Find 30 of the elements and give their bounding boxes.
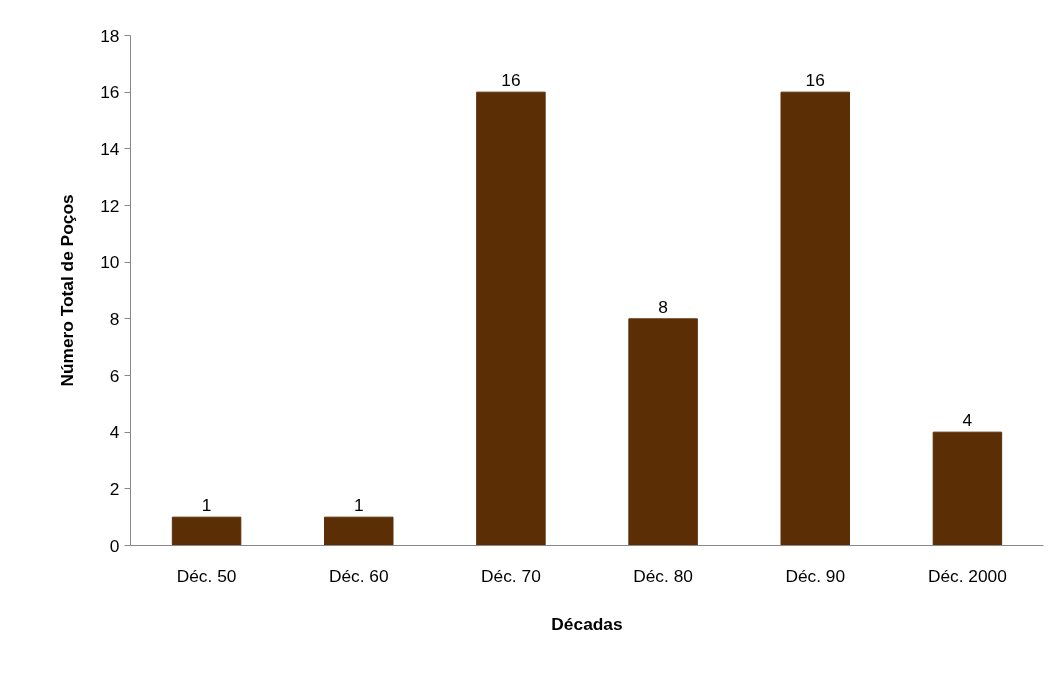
x-tick-label: Déc. 2000 [927, 565, 1007, 586]
bar [780, 91, 850, 546]
data-label: 16 [501, 70, 521, 91]
bar [932, 431, 1003, 546]
y-tick-label: 6 [109, 365, 120, 386]
y-tick-label: 12 [100, 195, 120, 216]
x-tick-label: Déc. 50 [176, 565, 237, 586]
y-tick-label: 2 [109, 478, 120, 499]
y-tick-label: 0 [109, 535, 120, 556]
x-tick-label: Déc. 60 [328, 565, 389, 586]
data-label: 1 [201, 495, 212, 516]
x-tick-label: Déc. 90 [785, 565, 846, 586]
y-tick-label: 16 [100, 82, 120, 103]
data-label: 4 [962, 410, 973, 431]
x-tick-label: Déc. 70 [481, 565, 541, 586]
y-tick-label: 10 [100, 252, 120, 273]
x-tick-label: Déc. 80 [633, 565, 693, 586]
data-label: 16 [805, 70, 825, 91]
y-tick-label: 18 [100, 25, 120, 46]
y-tick-label: 4 [109, 422, 120, 443]
data-label: 8 [658, 296, 668, 317]
bar [324, 516, 394, 546]
y-axis-title: Número Total de Poços [57, 194, 78, 387]
bar [476, 91, 546, 546]
x-axis-title: Décadas [551, 613, 623, 634]
y-tick-label: 8 [109, 308, 120, 329]
bar [171, 516, 242, 546]
data-label: 1 [353, 495, 364, 516]
bar [628, 318, 698, 546]
y-tick-label: 14 [100, 138, 120, 159]
